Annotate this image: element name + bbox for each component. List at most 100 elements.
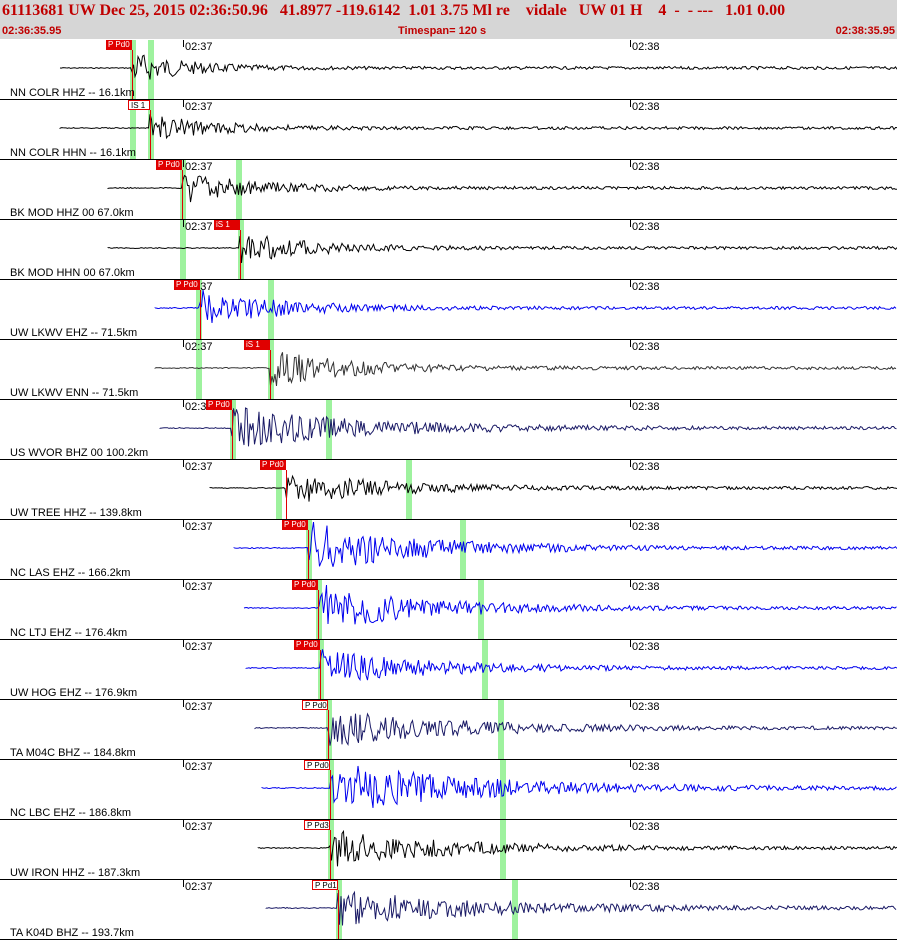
waveform-path — [154, 289, 897, 324]
pick-line — [328, 710, 329, 759]
phase-marker — [130, 40, 136, 99]
station-label: UW LKWV ENN -- 71.5km — [10, 387, 139, 399]
time-label: 02:38 — [632, 761, 660, 773]
time-label: 02:38 — [632, 521, 660, 533]
trace-panel[interactable]: 02:37 02:38 P Pd0 BK MOD HHZ 00 67.0km — [0, 160, 897, 220]
station-label: UW HOG EHZ -- 176.9km — [10, 687, 138, 699]
phase-pick-flag[interactable]: P Pd0 — [106, 40, 132, 50]
waveform-trace — [243, 584, 897, 625]
waveform-trace — [233, 522, 897, 567]
time-tick — [183, 460, 184, 467]
trace-panel[interactable]: 02:37 02:38 P Pd0 UW HOG EHZ -- 176.9km — [0, 640, 897, 700]
waveform-trace — [154, 289, 897, 324]
time-tick — [630, 220, 631, 227]
station-label: TA M04C BHZ -- 184.8km — [10, 747, 136, 759]
station-label: BK MOD HHN 00 67.0km — [10, 267, 135, 279]
trace-panel[interactable]: 02:37 02:38 P Pd0 US WVOR BHZ 00 100.2km — [0, 400, 897, 460]
pick-line — [232, 410, 233, 459]
phase-marker — [318, 640, 324, 699]
time-label: 02:37 — [185, 161, 213, 173]
pick-line — [318, 590, 319, 639]
phase-pick-flag[interactable]: P Pd0 — [282, 520, 308, 530]
trace-panel[interactable]: 02:37 02:38 P Pd0 NC LTJ EHZ -- 176.4km — [0, 580, 897, 640]
trace-panel[interactable]: 02:37 02:38 P Pd3 UW IRON HHZ -- 187.3km — [0, 820, 897, 880]
pick-line — [286, 470, 287, 519]
phase-pick-flag[interactable]: iS 1 — [214, 220, 240, 230]
phase-pick-flag[interactable]: P Pd0 — [156, 160, 182, 170]
phase-marker — [512, 880, 518, 939]
phase-pick-flag[interactable]: iS 1 — [244, 340, 270, 350]
time-label: 02:37 — [185, 641, 213, 653]
time-label: 02:37 — [185, 41, 213, 53]
time-label: 02:37 — [185, 401, 213, 413]
time-label: 02:38 — [632, 401, 660, 413]
waveform-path — [59, 114, 897, 140]
time-tick — [183, 880, 184, 887]
time-tick — [183, 520, 184, 527]
phase-pick-flag[interactable]: P Pd0 — [292, 580, 318, 590]
time-label: 02:38 — [632, 281, 660, 293]
trace-panel[interactable]: 02:37 02:38 P Pd0 NN COLR HHZ -- 16.1km — [0, 40, 897, 100]
time-label: 02:38 — [632, 641, 660, 653]
waveform-path — [257, 829, 897, 867]
phase-marker — [306, 520, 312, 579]
station-label: BK MOD HHZ 00 67.0km — [10, 207, 134, 219]
phase-marker — [500, 760, 506, 819]
phase-pick-flag[interactable]: P Pd0 — [304, 760, 330, 770]
time-label: 02:38 — [632, 341, 660, 353]
waveform-path — [209, 474, 897, 502]
pick-line — [320, 650, 321, 699]
station-label: NC LAS EHZ -- 166.2km — [10, 567, 131, 579]
time-label: 02:37 — [185, 461, 213, 473]
time-tick — [630, 160, 631, 167]
waveform-trace — [261, 765, 897, 808]
pick-line — [308, 530, 309, 579]
time-tick — [630, 40, 631, 47]
pick-line — [330, 770, 331, 819]
phase-pick-flag[interactable]: P Pd3 — [304, 820, 330, 830]
trace-panel[interactable]: 02:37 02:38 iS 1 UW LKWV ENN -- 71.5km — [0, 340, 897, 400]
phase-pick-flag[interactable]: P Pd0 — [260, 460, 286, 470]
time-tick — [183, 400, 184, 407]
timespan-label: Timespan= 120 s — [398, 25, 487, 37]
station-label: UW IRON HHZ -- 187.3km — [10, 867, 141, 879]
phase-pick-flag[interactable]: IS 1 — [128, 100, 150, 110]
time-start: 02:36:35.95 — [2, 25, 62, 37]
trace-panel[interactable]: 02:37 02:38 P Pd0 TA M04C BHZ -- 184.8km — [0, 700, 897, 760]
time-tick — [630, 400, 631, 407]
phase-pick-flag[interactable]: P Pd0 — [206, 400, 232, 410]
phase-pick-flag[interactable]: P Pd1 — [312, 880, 338, 890]
time-end: 02:38:35.95 — [835, 25, 895, 37]
pick-line — [132, 50, 133, 99]
trace-panel[interactable]: 02:37 02:38 P Pd0 NC LBC EHZ -- 186.8km — [0, 760, 897, 820]
trace-panel[interactable]: 02:37 02:38 P Pd0 UW TREE HHZ -- 139.8km — [0, 460, 897, 520]
time-label: 02:38 — [632, 821, 660, 833]
time-label: 02:38 — [632, 701, 660, 713]
phase-marker — [328, 760, 334, 819]
time-tick — [630, 820, 631, 827]
trace-panel[interactable]: 02:37 02:38 iS 1 BK MOD HHN 00 67.0km — [0, 220, 897, 280]
waveform-trace — [59, 114, 897, 140]
phase-pick-flag[interactable]: P Pd0 — [294, 640, 320, 650]
station-label: UW TREE HHZ -- 139.8km — [10, 507, 142, 519]
header-bar: 61113681 UW Dec 25, 2015 02:36:50.96 41.… — [0, 0, 897, 39]
trace-panel[interactable]: 02:37 02:38 P Pd1 TA K04D BHZ -- 193.7km — [0, 880, 897, 940]
waveform-path — [245, 649, 897, 682]
station-label: NC LBC EHZ -- 186.8km — [10, 807, 132, 819]
trace-panel[interactable]: 02:37 02:38 P Pd0 NC LAS EHZ -- 166.2km — [0, 520, 897, 580]
pick-line — [270, 350, 271, 399]
time-tick — [183, 340, 184, 347]
waveform-trace — [265, 890, 897, 926]
time-tick — [630, 340, 631, 347]
pick-line — [330, 830, 331, 879]
trace-panel[interactable]: 02:37 02:38 IS 1 NN COLR HHN -- 16.1km — [0, 100, 897, 160]
station-label: NN COLR HHZ -- 16.1km — [10, 87, 135, 99]
station-label: US WVOR BHZ 00 100.2km — [10, 447, 149, 459]
time-tick — [183, 580, 184, 587]
phase-pick-flag[interactable]: P Pd0 — [302, 700, 328, 710]
seismogram-panels[interactable]: 02:37 02:38 P Pd0 NN COLR HHZ -- 16.1km 02:3… — [0, 40, 897, 940]
phase-marker — [328, 820, 334, 879]
event-title: 61113681 UW Dec 25, 2015 02:36:50.96 41.… — [2, 2, 786, 19]
phase-pick-flag[interactable]: P Pd0 — [174, 280, 200, 290]
